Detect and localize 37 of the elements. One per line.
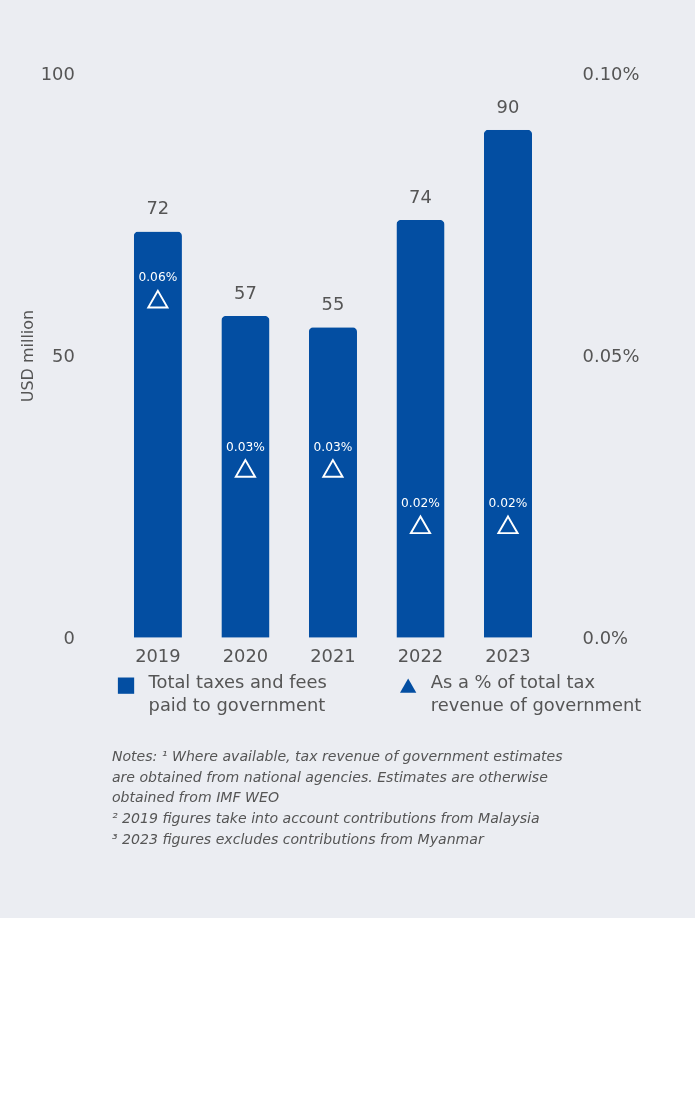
bar	[396, 220, 445, 638]
text: ³ 2023 figures excludes contributions from Myanmar	[111, 830, 485, 847]
bar	[483, 129, 533, 638]
legend-label: Total taxes and fees paid to government	[147, 671, 327, 716]
x-tick-label: 2023	[485, 644, 531, 666]
data-label: 0.03%	[313, 439, 353, 454]
text: Notes: ¹ Where available, tax revenue of government estimates are obtained from national agencies. Estimates are otherwise obtained from IMF WEO	[111, 747, 564, 806]
legend-label: As a % of total tax revenue of government	[430, 671, 642, 716]
data-label: 0.06%	[138, 270, 178, 285]
y-axis-title: USD million	[18, 309, 38, 403]
bar	[221, 316, 270, 638]
x-tick-label: 2019	[135, 644, 181, 666]
point	[147, 289, 169, 309]
data-label: 0.03%	[225, 439, 265, 454]
y2-tick-label: 0.05%	[582, 344, 640, 366]
bar	[133, 231, 182, 638]
data-label: 74	[409, 186, 432, 208]
text: ² 2019 figures take into account contributions from Malaysia	[111, 809, 540, 826]
data-label: 72	[146, 197, 170, 219]
data-label: 0.02%	[401, 495, 440, 510]
point	[234, 459, 256, 478]
x-tick-label: 2020	[222, 644, 269, 666]
point	[322, 459, 344, 478]
data-label: 90	[496, 95, 520, 117]
y-tick-label: 50	[52, 344, 75, 366]
y-tick-label: 0	[63, 626, 75, 648]
y-tick-label: 100	[40, 62, 75, 84]
point	[497, 515, 519, 535]
y2-tick-label: 0.0%	[582, 626, 628, 648]
point	[409, 515, 432, 535]
x-tick-label: 2022	[397, 644, 444, 666]
bar	[308, 327, 357, 638]
data-label: 55	[321, 293, 345, 315]
x-tick-label: 2021	[310, 644, 356, 666]
y2-tick-label: 0.10%	[582, 62, 640, 84]
data-label: 57	[234, 282, 257, 304]
data-label: 0.02%	[488, 495, 528, 510]
